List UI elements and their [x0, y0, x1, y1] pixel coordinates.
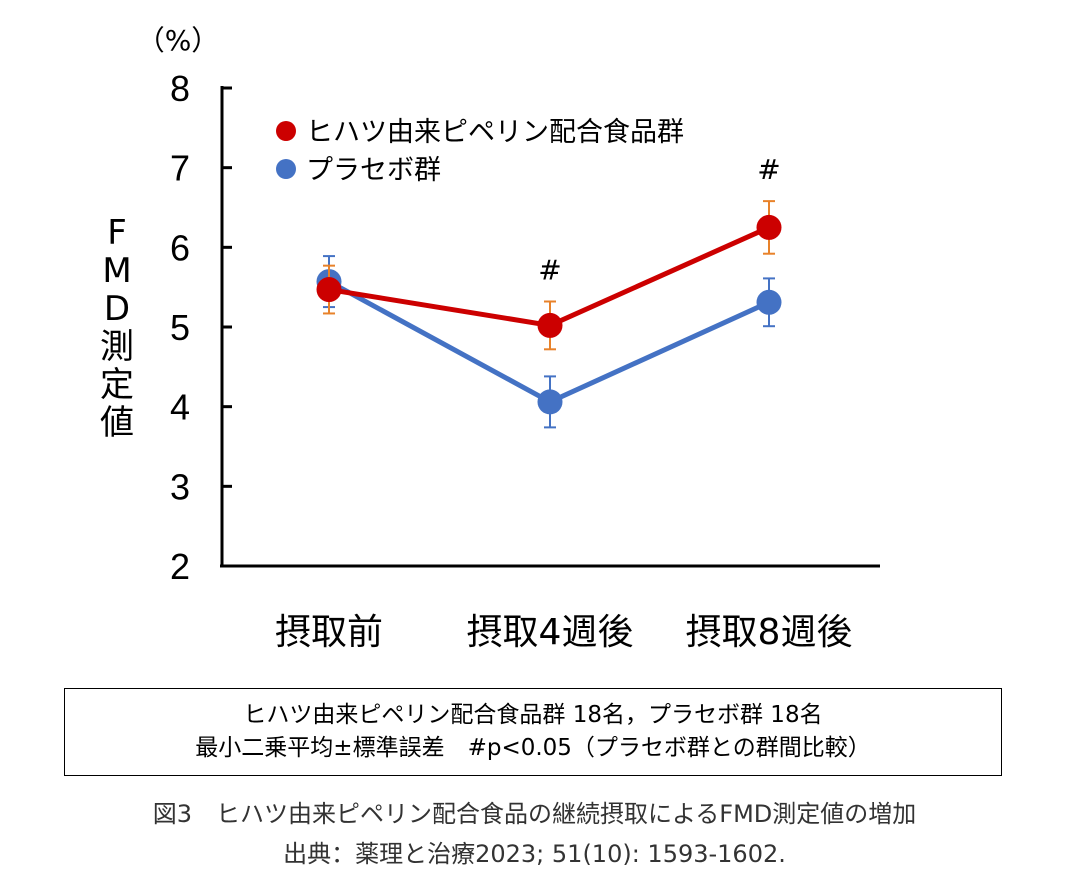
unit-label: （%）	[137, 24, 220, 57]
data-point	[756, 214, 782, 240]
y-axis-label-text: F M D 測定値	[100, 213, 134, 443]
data-point	[316, 277, 342, 303]
figure-caption: 図3 ヒハツ由来ピペリン配合食品の継続摂取によるFMD測定値の増加 出典：薬理と…	[0, 794, 1069, 874]
y-tick-label: 3	[170, 466, 190, 507]
legend-marker	[276, 121, 296, 141]
y-tick-label: 8	[170, 68, 190, 109]
significance-mark: #	[538, 254, 561, 287]
x-tick-labels: 摂取前 摂取4週後 摂取8週後	[275, 612, 852, 653]
y-tick-label: 6	[170, 227, 190, 268]
annotations: ##	[538, 153, 780, 286]
y-tick-label: 7	[170, 148, 190, 189]
note-line-1: ヒハツ由来ピペリン配合食品群 18名，プラセボ群 18名	[243, 702, 823, 728]
y-tick-label: 2	[170, 546, 190, 587]
series-0-marks	[316, 200, 782, 351]
y-axis-label: F M D 測定値	[100, 213, 134, 443]
note-box: ヒハツ由来ピペリン配合食品群 18名，プラセボ群 18名 最小二乗平均±標準誤差…	[64, 688, 1002, 776]
caption-line-1: 図3 ヒハツ由来ピペリン配合食品の継続摂取によるFMD測定値の増加	[152, 800, 917, 828]
data-point	[756, 289, 782, 315]
series-layer	[316, 200, 782, 429]
significance-mark: #	[757, 153, 780, 186]
legend-marker	[276, 159, 296, 179]
y-tick-label: 4	[170, 387, 190, 428]
x-tick-label: 摂取4週後	[467, 612, 634, 653]
legend-label: プラセボ群	[306, 155, 441, 186]
y-ticks: 2 3 4 5 6 7 8	[170, 68, 232, 587]
data-point	[537, 389, 563, 415]
legend-label: ヒハツ由来ピペリン配合食品群	[306, 117, 684, 148]
x-tick-label: 摂取前	[275, 612, 383, 653]
x-tick-label: 摂取8週後	[686, 612, 853, 653]
note-line-2: 最小二乗平均±標準誤差 #p<0.05（プラセボ群との群間比較）	[195, 735, 871, 761]
y-tick-label: 5	[170, 307, 190, 348]
data-point	[537, 312, 563, 338]
caption-line-2: 出典：薬理と治療2023; 51(10): 1593-1602.	[283, 840, 786, 868]
